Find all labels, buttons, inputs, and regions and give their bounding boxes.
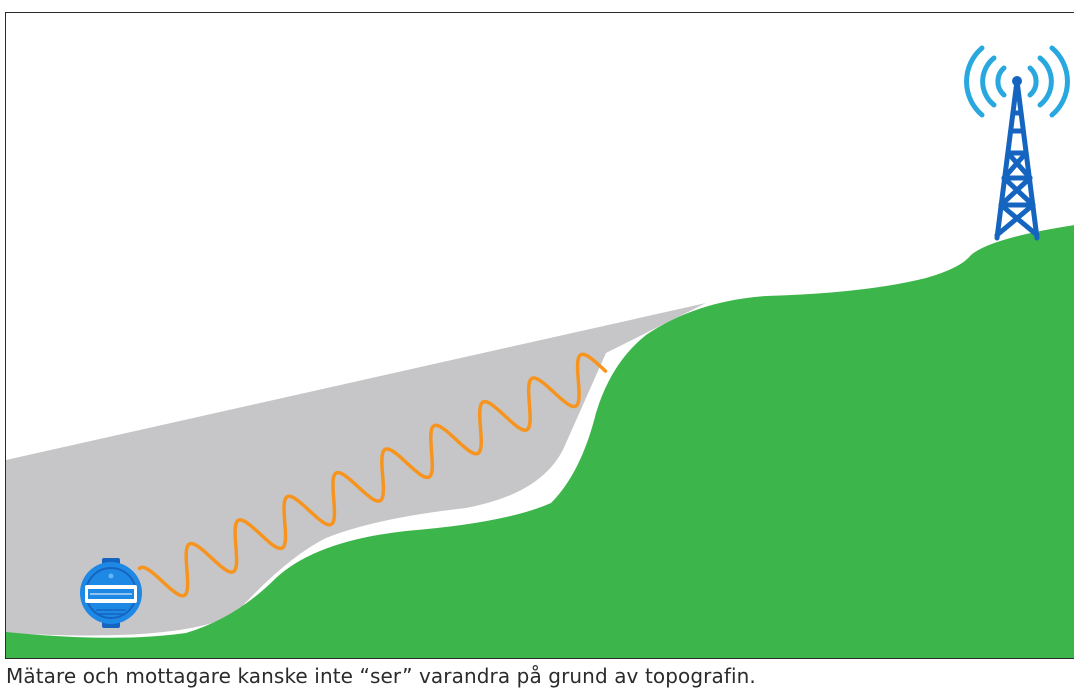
water-meter-icon [80,558,142,628]
topography-diagram [6,45,1074,658]
figure-frame [5,12,1074,659]
signal-wave [137,352,608,598]
hill-terrain [6,225,1074,658]
broadcast-waves-icon [964,45,1070,118]
shadow-zone [6,303,706,636]
tower-tip [1012,76,1022,86]
radio-tower-icon [994,78,1040,241]
figure-caption: Mätare och mottagare kanske inte “ser” v… [6,664,756,688]
